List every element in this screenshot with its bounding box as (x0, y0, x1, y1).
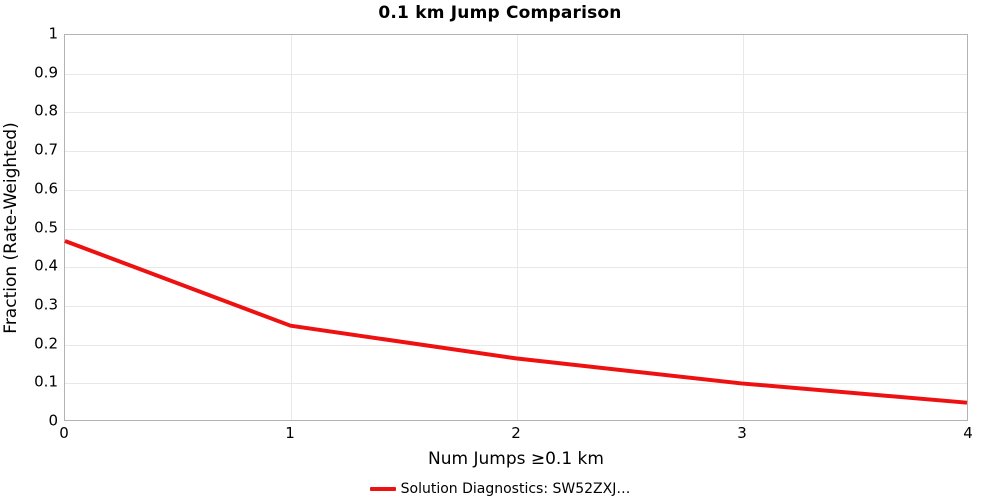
y-axis-tick-label: 0.4 (34, 256, 58, 275)
legend-item[interactable]: Solution Diagnostics: SW52ZXJ… (369, 481, 631, 497)
gridline-horizontal (65, 267, 967, 268)
chart-legend: Solution Diagnostics: SW52ZXJ… (0, 478, 1000, 500)
gridline-vertical (743, 35, 744, 420)
y-axis-tick-label: 0.9 (34, 63, 58, 82)
gridline-vertical (517, 35, 518, 420)
gridline-horizontal (65, 229, 967, 230)
y-axis-tick-label: 0.7 (34, 140, 58, 159)
gridline-horizontal (65, 190, 967, 191)
y-axis-tick-label: 0.5 (34, 218, 58, 236)
legend-item-label: Solution Diagnostics: SW52ZXJ… (400, 481, 631, 497)
y-axis-tick-label: 0.6 (34, 179, 58, 198)
gridline-horizontal (65, 112, 967, 113)
legend-color-swatch-icon (369, 487, 396, 491)
plot-area (64, 34, 968, 421)
x-axis-tick-labels: 0 1 2 3 4 (59, 424, 973, 445)
gridline-horizontal (65, 306, 967, 307)
gridline-horizontal (65, 383, 967, 384)
y-axis-tick-label: 0.8 (34, 101, 58, 120)
x-axis-tick-label: 3 (737, 424, 747, 442)
x-axis-tick-label: 4 (963, 424, 973, 442)
x-axis-tick-label: 0 (59, 424, 69, 442)
y-axis-tick-label: 0.1 (34, 372, 58, 391)
y-axis-tick-label: 0.3 (34, 295, 58, 314)
gridline-horizontal (65, 151, 967, 152)
x-axis-label: Num Jumps ≥0.1 km (428, 449, 604, 469)
data-series-svg (64, 239, 968, 405)
chart-title: 0.1 km Jump Comparison (378, 3, 622, 23)
x-axis-tick-label: 2 (511, 424, 521, 442)
gridline-horizontal (65, 345, 967, 346)
y-axis-tick-label: 0.2 (34, 334, 58, 353)
gridline-horizontal (65, 74, 967, 75)
y-axis-tick-label: 1 (48, 24, 58, 43)
gridline-vertical (291, 35, 292, 420)
y-axis-tick-labels: 0 0.1 0.2 0.3 0.4 0.5 0.6 0.7 0.8 0.9 1 (0, 26, 58, 428)
y-axis-tick-label: 0 (48, 411, 58, 430)
x-axis-tick-label: 1 (285, 424, 295, 442)
series-line-solution-diagnostics (64, 239, 968, 405)
